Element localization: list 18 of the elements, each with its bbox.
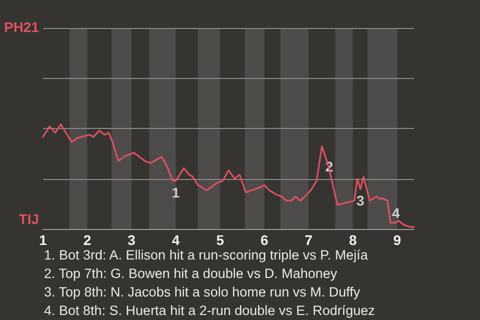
- x-tick-label: 8: [349, 232, 358, 248]
- x-tick-label: 5: [216, 232, 224, 248]
- annotation: 3: [356, 192, 365, 209]
- text: 2. Top 7th: G. Bowen hit a double vs D. Mahoney: [44, 266, 338, 281]
- text: PH21: [4, 19, 40, 35]
- x-tick-label: 4: [172, 232, 180, 248]
- x-tick-label: 3: [128, 232, 136, 248]
- x-tick-label: 6: [260, 232, 268, 248]
- text: 3. Top 8th: N. Jacobs hit a solo home run vs M. Duffy: [44, 284, 360, 300]
- x-tick-label: 7: [304, 232, 313, 248]
- annotation: 1: [172, 184, 180, 200]
- x-tick-label: 9: [393, 232, 402, 248]
- x-tick-label: 2: [83, 232, 92, 248]
- annotation: 4: [392, 205, 400, 222]
- x-tick-label: 1: [39, 232, 48, 248]
- text: TIJ: [18, 211, 40, 227]
- text: 1. Bot 3rd: A. Ellison hit a run-scoring triple vs P. Mejía: [44, 248, 368, 262]
- text: 4. Bot 8th: S. Huerta hit a 2-run double vs E. Rodríguez: [44, 303, 376, 318]
